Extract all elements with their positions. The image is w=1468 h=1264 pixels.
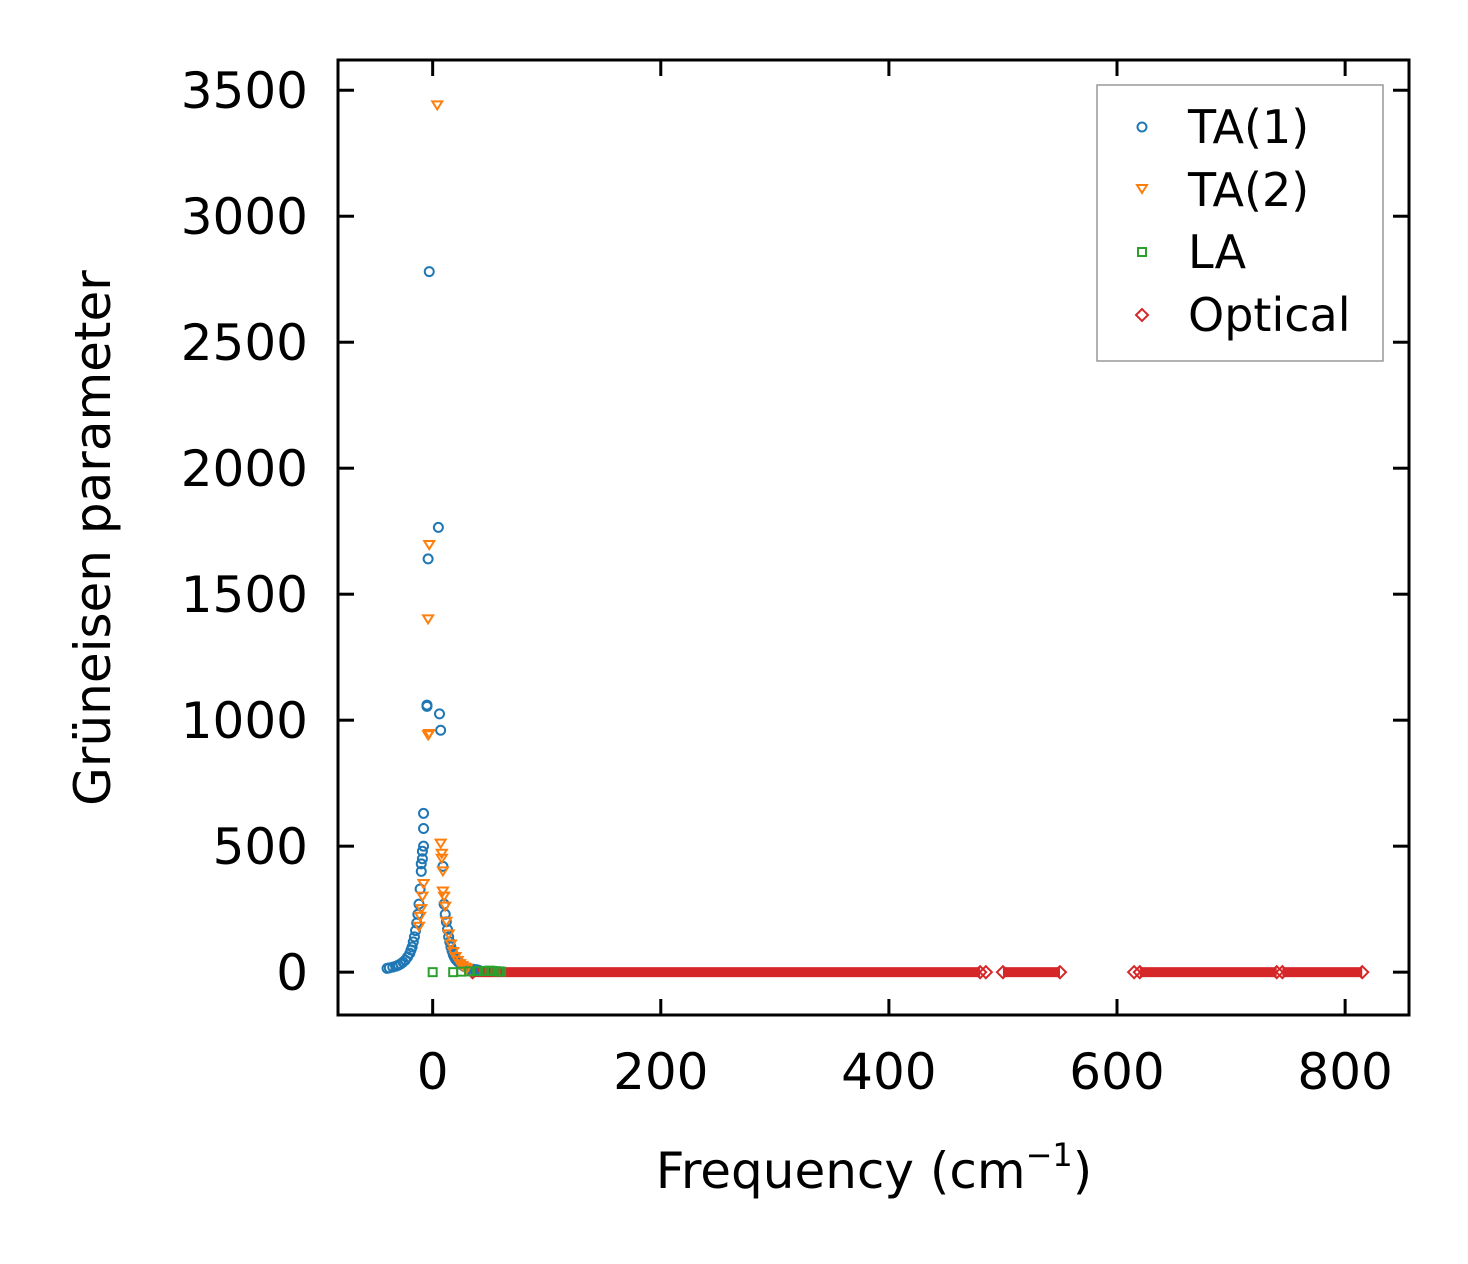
ta2-point bbox=[439, 916, 454, 928]
x-tick-label: 400 bbox=[841, 1043, 936, 1101]
y-tick-label: 0 bbox=[276, 944, 308, 1002]
ta2-point bbox=[412, 921, 426, 933]
legend-label-ta2: TA(2) bbox=[1187, 163, 1309, 217]
ta2-point bbox=[446, 947, 461, 958]
ta2-point bbox=[415, 891, 430, 903]
optical-band-0 bbox=[472, 967, 981, 978]
optical-point bbox=[1052, 964, 1068, 980]
ta2-point bbox=[422, 540, 437, 551]
y-tick-label: 3000 bbox=[181, 188, 308, 246]
ta1-point bbox=[408, 931, 420, 943]
legend-marker-optical bbox=[1134, 307, 1150, 323]
ta2-point bbox=[433, 838, 448, 850]
legend-label-optical: Optical bbox=[1188, 288, 1350, 342]
optical-point bbox=[995, 964, 1011, 980]
ta1-point bbox=[435, 724, 447, 736]
ta1-point bbox=[415, 865, 427, 877]
ta2-point bbox=[436, 866, 450, 878]
ta1-point bbox=[416, 853, 428, 865]
ta2-point bbox=[430, 100, 445, 112]
ta1-point bbox=[422, 553, 434, 565]
x-tick-label: 800 bbox=[1297, 1043, 1392, 1101]
ta2-point bbox=[414, 904, 429, 916]
legend-item-optical: Optical bbox=[1134, 288, 1350, 342]
ta1-point bbox=[416, 845, 428, 857]
ta1-point bbox=[421, 700, 433, 712]
optical-point bbox=[972, 964, 988, 980]
legend-marker-ta1 bbox=[1136, 121, 1148, 133]
legend-item-la: LA bbox=[1137, 225, 1247, 279]
x-axis-title-main: Frequency (cm bbox=[656, 1142, 1026, 1200]
optical-point bbox=[1132, 964, 1148, 980]
x-tick-label: 200 bbox=[613, 1043, 708, 1101]
legend-item-ta2: TA(2) bbox=[1135, 163, 1309, 217]
legend-marker-ta2 bbox=[1135, 184, 1149, 195]
ta2-point bbox=[437, 891, 451, 903]
ta1-point bbox=[415, 858, 427, 870]
y-tick-label: 3500 bbox=[181, 62, 308, 120]
ta2-point bbox=[444, 939, 458, 951]
y-tick-label: 500 bbox=[213, 818, 308, 876]
legend-item-ta1: TA(1) bbox=[1136, 100, 1309, 154]
x-axis-title-superscript: −1 bbox=[1026, 1136, 1073, 1174]
optical-band-2 bbox=[1139, 967, 1277, 978]
legend-marker-la bbox=[1137, 247, 1147, 257]
ta2-point bbox=[413, 911, 427, 923]
x-axis-title-suffix: ) bbox=[1073, 1142, 1093, 1200]
optical-point bbox=[1274, 964, 1290, 980]
optical-point bbox=[1126, 964, 1142, 980]
optical-point bbox=[978, 964, 994, 980]
ta1-point bbox=[381, 962, 393, 974]
legend-label-la: LA bbox=[1188, 225, 1247, 279]
ta1-point bbox=[434, 708, 446, 720]
optical-band-1 bbox=[1002, 967, 1060, 978]
la-point bbox=[496, 966, 507, 977]
y-tick-label: 1500 bbox=[181, 566, 308, 624]
y-tick-label: 1000 bbox=[181, 692, 308, 750]
plot-frame bbox=[336, 58, 1411, 1017]
ta2-point bbox=[434, 848, 449, 860]
ta1-point bbox=[423, 266, 435, 278]
legend: TA(1) TA(2) LA Optical bbox=[1096, 84, 1384, 362]
x-tick-label: 600 bbox=[1069, 1043, 1164, 1101]
ta2-point bbox=[436, 886, 450, 898]
ta1-point bbox=[418, 807, 430, 819]
optical-point bbox=[1269, 964, 1285, 980]
ta2-point bbox=[421, 730, 435, 742]
plot-area bbox=[381, 100, 1370, 980]
ta1-point bbox=[432, 521, 444, 533]
x-tick-label: 0 bbox=[417, 1043, 449, 1101]
la-point bbox=[448, 967, 459, 978]
ta1-point bbox=[418, 840, 430, 852]
y-axis-title: Grüneisen parameter bbox=[64, 270, 122, 806]
ta2-point bbox=[438, 901, 453, 913]
ta2-point bbox=[416, 878, 431, 890]
ta2-point bbox=[441, 929, 456, 941]
optical-point bbox=[1354, 964, 1370, 980]
la-point bbox=[464, 966, 475, 977]
legend-label-ta1: TA(1) bbox=[1187, 100, 1309, 154]
axes: 0 200 400 600 800 0 500 1000 1500 2000 2500 3000 350… bbox=[181, 58, 1411, 1101]
ta2-point bbox=[421, 614, 435, 626]
la-point bbox=[473, 966, 484, 977]
ta2-point bbox=[434, 853, 449, 865]
optical-band-3 bbox=[1282, 967, 1363, 978]
y-tick-label: 2500 bbox=[181, 314, 308, 372]
ta1-point bbox=[418, 823, 430, 835]
la-point bbox=[427, 967, 438, 978]
x-axis-title: Frequency (cm−1) bbox=[656, 1136, 1093, 1200]
y-tick-label: 2000 bbox=[181, 440, 308, 498]
